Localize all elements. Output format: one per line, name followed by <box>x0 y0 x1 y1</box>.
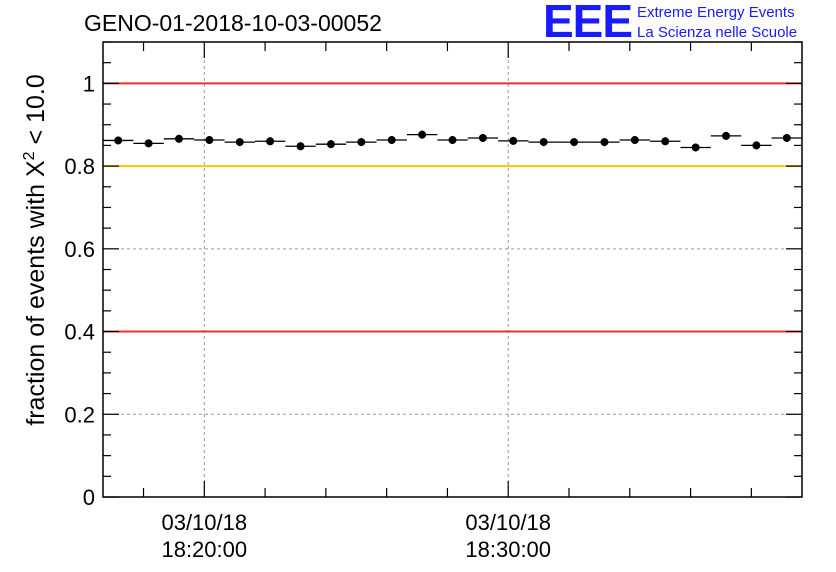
logo-subtitle-line2: La Scienza nelle Scuole <box>637 24 798 41</box>
data-point <box>296 142 305 151</box>
data-point <box>114 136 123 145</box>
data-point <box>752 141 761 150</box>
y-tick-label: 0.2 <box>64 402 95 427</box>
data-point <box>326 140 335 149</box>
logo-subtitle-line1: Extreme Energy Events <box>637 4 795 21</box>
data-point <box>418 130 427 139</box>
x-tick-label-date: 03/10/18 <box>465 510 551 535</box>
x-tick-label-time: 18:20:00 <box>161 537 247 562</box>
y-tick-label: 0 <box>83 485 95 510</box>
eee-logo-mark: EEE <box>543 0 633 47</box>
x-tick-label-date: 03/10/18 <box>161 510 247 535</box>
data-point <box>357 138 366 147</box>
data-point <box>509 136 518 145</box>
y-tick-label: 0.8 <box>64 154 95 179</box>
reference-lines-layer <box>103 82 802 333</box>
y-tick-label: 0.4 <box>64 320 95 345</box>
axis-layer: 00.20.40.60.8103/10/1818:20:0003/10/1818… <box>64 41 802 562</box>
chart-title: GENO-01-2018-10-03-00052 <box>84 10 382 36</box>
data-point <box>387 136 396 145</box>
y-tick-label: 1 <box>83 71 95 96</box>
data-point <box>448 136 457 145</box>
data-point <box>144 139 153 148</box>
y-axis-label-superscript: 2 <box>21 151 38 160</box>
data-point <box>691 143 700 152</box>
data-points-layer <box>103 130 802 152</box>
y-axis-label-tail: < 10.0 <box>22 74 50 151</box>
x-tick-label-time: 18:30:00 <box>465 537 551 562</box>
y-axis-label-main: fraction of events with X <box>22 160 50 426</box>
y-axis-label: fraction of events with X2 < 10.0 <box>21 74 50 425</box>
data-point <box>266 137 275 146</box>
data-point <box>570 138 579 147</box>
data-point <box>782 133 791 142</box>
y-tick-label: 0.6 <box>64 237 95 262</box>
data-point <box>661 137 670 146</box>
data-point <box>722 131 731 140</box>
data-point <box>205 136 214 145</box>
grid-layer <box>103 42 802 497</box>
data-point <box>630 136 639 145</box>
data-point <box>174 134 183 143</box>
data-point <box>539 138 548 147</box>
data-point <box>478 133 487 142</box>
data-point <box>235 138 244 147</box>
data-point <box>600 138 609 147</box>
plot-frame <box>102 41 803 498</box>
